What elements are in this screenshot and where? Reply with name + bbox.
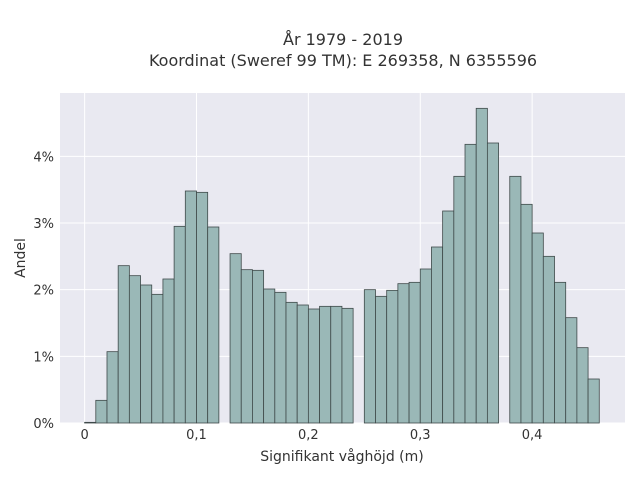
histogram-bar	[319, 305, 332, 424]
histogram-bar	[330, 305, 343, 424]
histogram-bar	[106, 351, 119, 424]
histogram-bar	[464, 143, 477, 424]
x-tick-label: 0	[80, 428, 88, 443]
y-tick-label: 4%	[33, 150, 54, 165]
histogram-bar	[128, 275, 141, 424]
histogram-bar	[363, 289, 376, 424]
histogram-bar	[117, 265, 130, 424]
tick-labels: 0 0,1 0,2 0,3 0,4 0% 1% 2% 3% 4%	[33, 150, 542, 443]
histogram-bar	[486, 142, 499, 424]
histogram-bar	[285, 301, 298, 424]
histogram-bar	[207, 226, 220, 424]
x-tick-label: 0,1	[186, 428, 207, 443]
histogram-bar	[442, 210, 455, 424]
histogram-bar	[397, 283, 410, 424]
histogram-bar	[162, 278, 175, 424]
histogram-bar	[509, 175, 522, 424]
histogram-bar	[240, 269, 253, 424]
histogram-bar	[307, 308, 320, 424]
histogram-bar	[84, 421, 97, 424]
histogram-bar	[576, 347, 589, 424]
chart-title-line2: Koordinat (Sweref 99 TM): E 269358, N 63…	[149, 51, 537, 70]
histogram-bar	[252, 269, 265, 424]
x-tick-label: 0,3	[410, 428, 431, 443]
histogram-bar	[408, 281, 421, 424]
x-tick-label: 0,2	[298, 428, 319, 443]
y-axis-label: Andel	[13, 238, 29, 278]
histogram-bar	[140, 284, 153, 424]
x-tick-label: 0,4	[522, 428, 543, 443]
histogram-bar	[375, 295, 388, 424]
histogram-bar	[274, 291, 287, 424]
histogram-bar	[531, 232, 544, 424]
histogram-bar	[520, 203, 533, 424]
histogram-bar	[151, 293, 164, 424]
histogram-bar	[196, 191, 209, 424]
histogram-bar	[184, 190, 197, 424]
histogram-bar	[554, 281, 567, 424]
histogram-bar	[542, 255, 555, 424]
histogram-bar	[475, 107, 488, 424]
x-axis-label: Signifikant våghöjd (m)	[260, 448, 423, 465]
histogram-bar	[419, 268, 432, 424]
histogram-bar	[229, 253, 242, 424]
y-tick-label: 3%	[33, 217, 54, 232]
bars-group	[84, 107, 600, 424]
histogram-bar	[431, 246, 444, 424]
histogram-bar	[263, 288, 276, 424]
histogram-bar	[95, 399, 108, 424]
histogram-bar	[296, 304, 309, 424]
histogram-bar	[341, 307, 354, 424]
y-tick-label: 2%	[33, 284, 54, 299]
histogram-bar	[587, 378, 600, 424]
histogram-bar	[565, 317, 578, 424]
chart-title-line1: År 1979 - 2019	[283, 30, 403, 49]
y-tick-label: 0%	[33, 417, 54, 432]
histogram-bar	[386, 289, 399, 424]
histogram-bar	[173, 225, 186, 424]
y-tick-label: 1%	[33, 350, 54, 365]
histogram-bar	[453, 175, 466, 424]
